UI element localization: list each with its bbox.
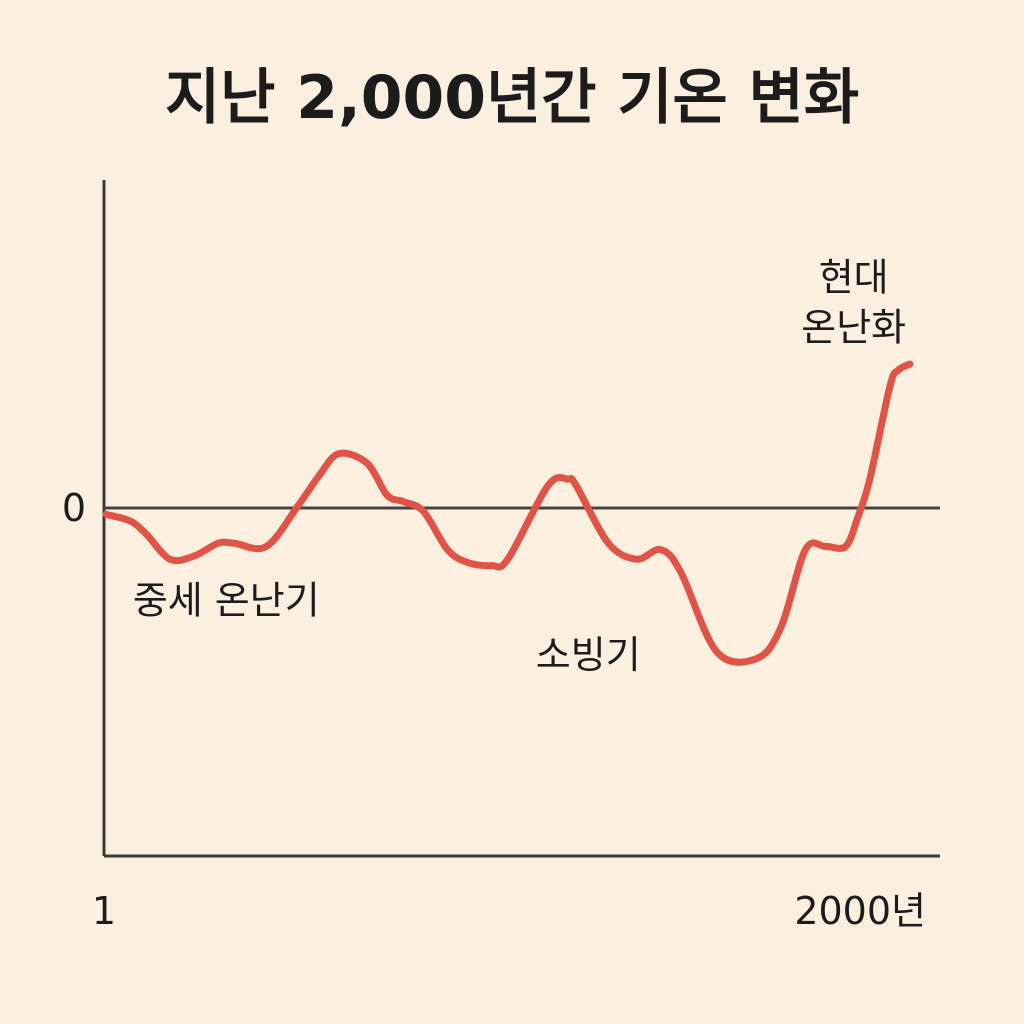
y-tick-label-0: 0 — [62, 486, 86, 530]
x-tick-layer: 1 2000년 — [92, 889, 926, 933]
temperature-series-line-0 — [102, 360, 914, 666]
annotation-line-2-0: 현대 — [819, 255, 889, 299]
annotation-label-0: 중세 온난기 — [133, 579, 320, 623]
annotation-line-1-0: 소빙기 — [536, 633, 641, 677]
annotation-line-0-0: 중세 온난기 — [133, 579, 320, 623]
series-layer — [102, 360, 914, 666]
annotation-label-1: 소빙기 — [536, 633, 641, 677]
x-tick-label-0: 1 — [92, 889, 116, 933]
y-tick-layer: 0 — [62, 486, 86, 530]
annotation-line-2-1: 온난화 — [801, 305, 906, 349]
chart-title: 지난 2,000년간 기온 변화 — [165, 63, 859, 133]
x-tick-label-1: 2000년 — [794, 889, 926, 933]
